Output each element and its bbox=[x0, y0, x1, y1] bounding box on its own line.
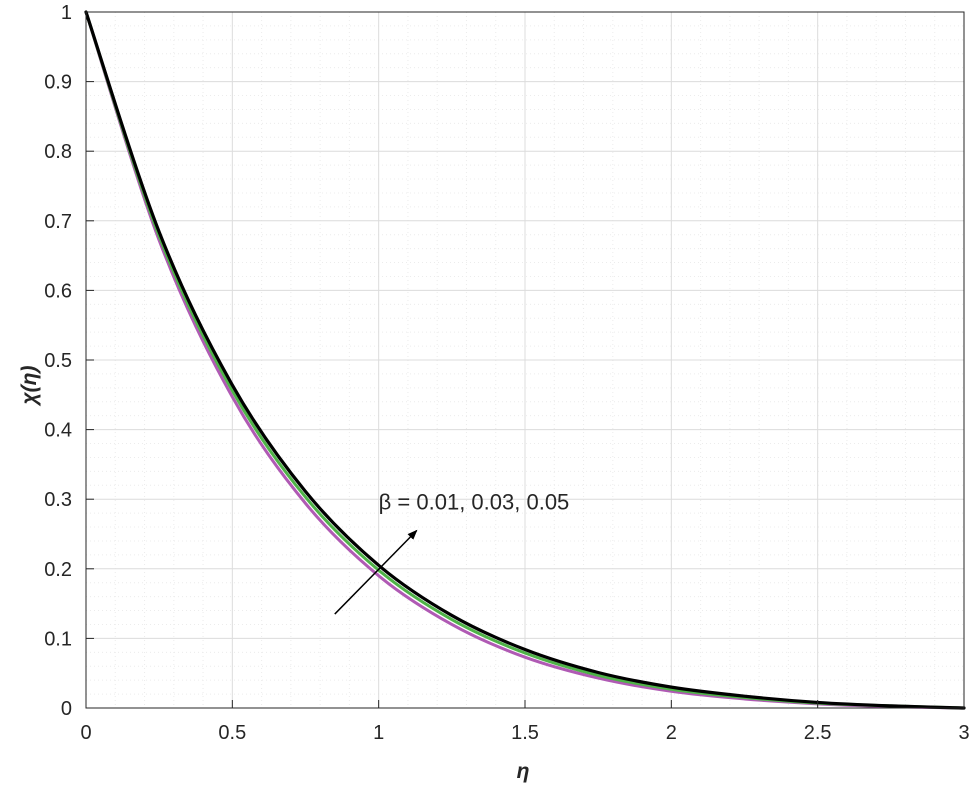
x-tick-label: 2 bbox=[666, 722, 677, 744]
y-tick-label: 0.1 bbox=[44, 628, 72, 650]
y-tick-labels: 0 0.1 0.2 0.3 0.4 0.5 0.6 0.7 0.8 0.9 1 bbox=[44, 2, 72, 720]
tick-marks bbox=[85, 11, 965, 709]
x-tick-label: 1.5 bbox=[511, 722, 539, 744]
y-tick-label: 0.8 bbox=[44, 141, 72, 163]
series-group bbox=[84, 10, 966, 710]
x-tick-labels: 0 0.5 1 1.5 2 2.5 3 bbox=[80, 722, 969, 744]
x-tick-label: 3 bbox=[958, 722, 969, 744]
y-tick-label: 1 bbox=[61, 2, 72, 24]
y-tick-label: 0.7 bbox=[44, 211, 72, 233]
y-tick-label: 0 bbox=[61, 698, 72, 720]
series-line-3 bbox=[84, 10, 966, 710]
y-tick-label: 0.2 bbox=[44, 559, 72, 581]
x-tick-label: 1 bbox=[373, 722, 384, 744]
x-tick-label: 0.5 bbox=[218, 722, 246, 744]
x-tick-label: 0 bbox=[80, 722, 91, 744]
annotation-arrow bbox=[334, 529, 418, 615]
y-axis-title: χ(η) bbox=[18, 366, 41, 407]
y-tick-label: 0.4 bbox=[44, 420, 72, 442]
annotation-label: β = 0.01, 0.03, 0.05 bbox=[379, 490, 570, 515]
x-axis-title: η bbox=[517, 760, 530, 783]
y-tick-label: 0.3 bbox=[44, 489, 72, 511]
x-tick-label: 2.5 bbox=[804, 722, 832, 744]
y-tick-label: 0.9 bbox=[44, 72, 72, 94]
y-tick-label: 0.5 bbox=[44, 350, 72, 372]
y-tick-label: 0.6 bbox=[44, 280, 72, 302]
